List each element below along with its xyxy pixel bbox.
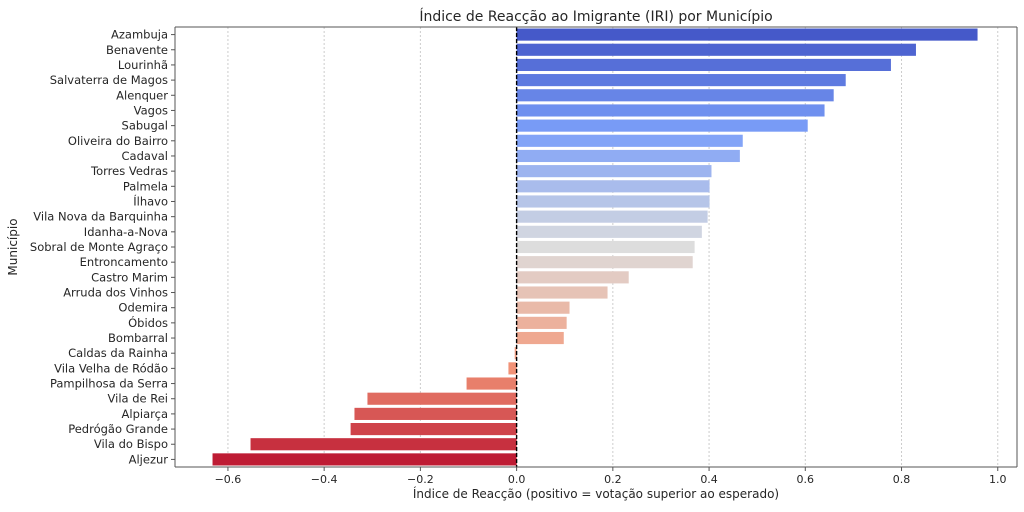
bars [212,28,978,466]
bar [514,347,517,360]
x-tick-label: 1.0 [989,473,1007,486]
bar [250,438,517,451]
bar [516,89,834,102]
y-tick-label: Sabugal [122,119,168,133]
bar [516,74,846,87]
bar [367,392,517,405]
x-axis-label: Índice de Reacção (positivo = votação su… [413,486,779,501]
bar [516,180,710,193]
y-tick-label: Torres Vedras [90,164,168,178]
bar [516,58,891,71]
bar [516,240,695,254]
bar [350,423,517,436]
bar [516,104,825,117]
bar [516,43,916,56]
bar [508,362,517,375]
y-tick-label: Vila Nova da Barquinha [33,210,168,224]
y-tick-label: Aljezur [129,452,169,466]
y-tick-label: Vila Velha de Ródão [54,361,168,375]
y-tick-label: Bombarral [108,331,168,345]
y-tick-label: Entroncamento [80,255,168,269]
y-tick-label: Sobral de Monte Agraço [30,240,168,254]
y-tick-label: Idanha-a-Nova [84,225,168,239]
x-tick-label: 0.4 [700,473,718,486]
x-tick-label: 0.8 [893,473,911,486]
bar [516,149,740,163]
y-axis-label: Município [6,218,20,275]
y-tick-label: Azambuja [111,28,168,42]
bar [516,28,978,41]
x-tick-label: 0.0 [508,473,526,486]
y-tick-label: Benavente [106,43,168,57]
y-tick-label: Salvaterra de Magos [50,73,168,87]
y-tick-label: Vagos [134,103,168,117]
y-tick-label: Castro Marim [91,270,168,284]
x-tick-label: −0.4 [311,473,338,486]
x-tick-label: −0.6 [215,473,242,486]
bar [516,165,712,178]
bar [516,256,693,269]
y-tick-label: Odemira [118,301,168,315]
bar [516,316,567,329]
bar [516,301,570,314]
bar [516,210,708,223]
x-tick-label: 0.6 [797,473,815,486]
y-tick-label: Lourinhã [118,58,168,72]
bar [516,195,710,208]
x-tick-label: −0.2 [407,473,434,486]
bar [466,377,517,390]
bar [212,453,517,466]
x-tick-labels: −0.6 −0.4 −0.2 0.0 0.2 0.4 0.6 0.8 1.0 [215,467,1007,486]
bar [516,134,743,147]
y-tick-label: Alenquer [116,88,168,102]
bar [516,286,608,299]
y-tick-label: Vila do Bispo [94,437,168,451]
y-tick-label: Vila de Rei [108,392,168,406]
bar [354,407,517,420]
y-tick-label: Óbidos [128,315,168,330]
y-tick-label: Cadaval [122,149,168,163]
bar [516,271,629,284]
chart-title: Índice de Reacção ao Imigrante (IRI) por… [419,8,772,25]
y-tick-label: Ílhavo [133,193,168,208]
x-tick-label: 0.2 [604,473,622,486]
bar [516,119,808,132]
y-tick-label: Oliveira do Bairro [68,134,168,148]
y-tick-label: Arruda dos Vinhos [63,286,168,300]
bar [516,331,564,345]
y-tick-label: Caldas da Rainha [68,346,168,360]
bar [516,225,702,238]
y-tick-label: Palmela [123,179,168,193]
y-tick-label: Pampilhosa da Serra [50,377,168,391]
y-tick-label: Alpiarça [122,407,168,421]
y-tick-label: Pedrógão Grande [68,422,168,436]
